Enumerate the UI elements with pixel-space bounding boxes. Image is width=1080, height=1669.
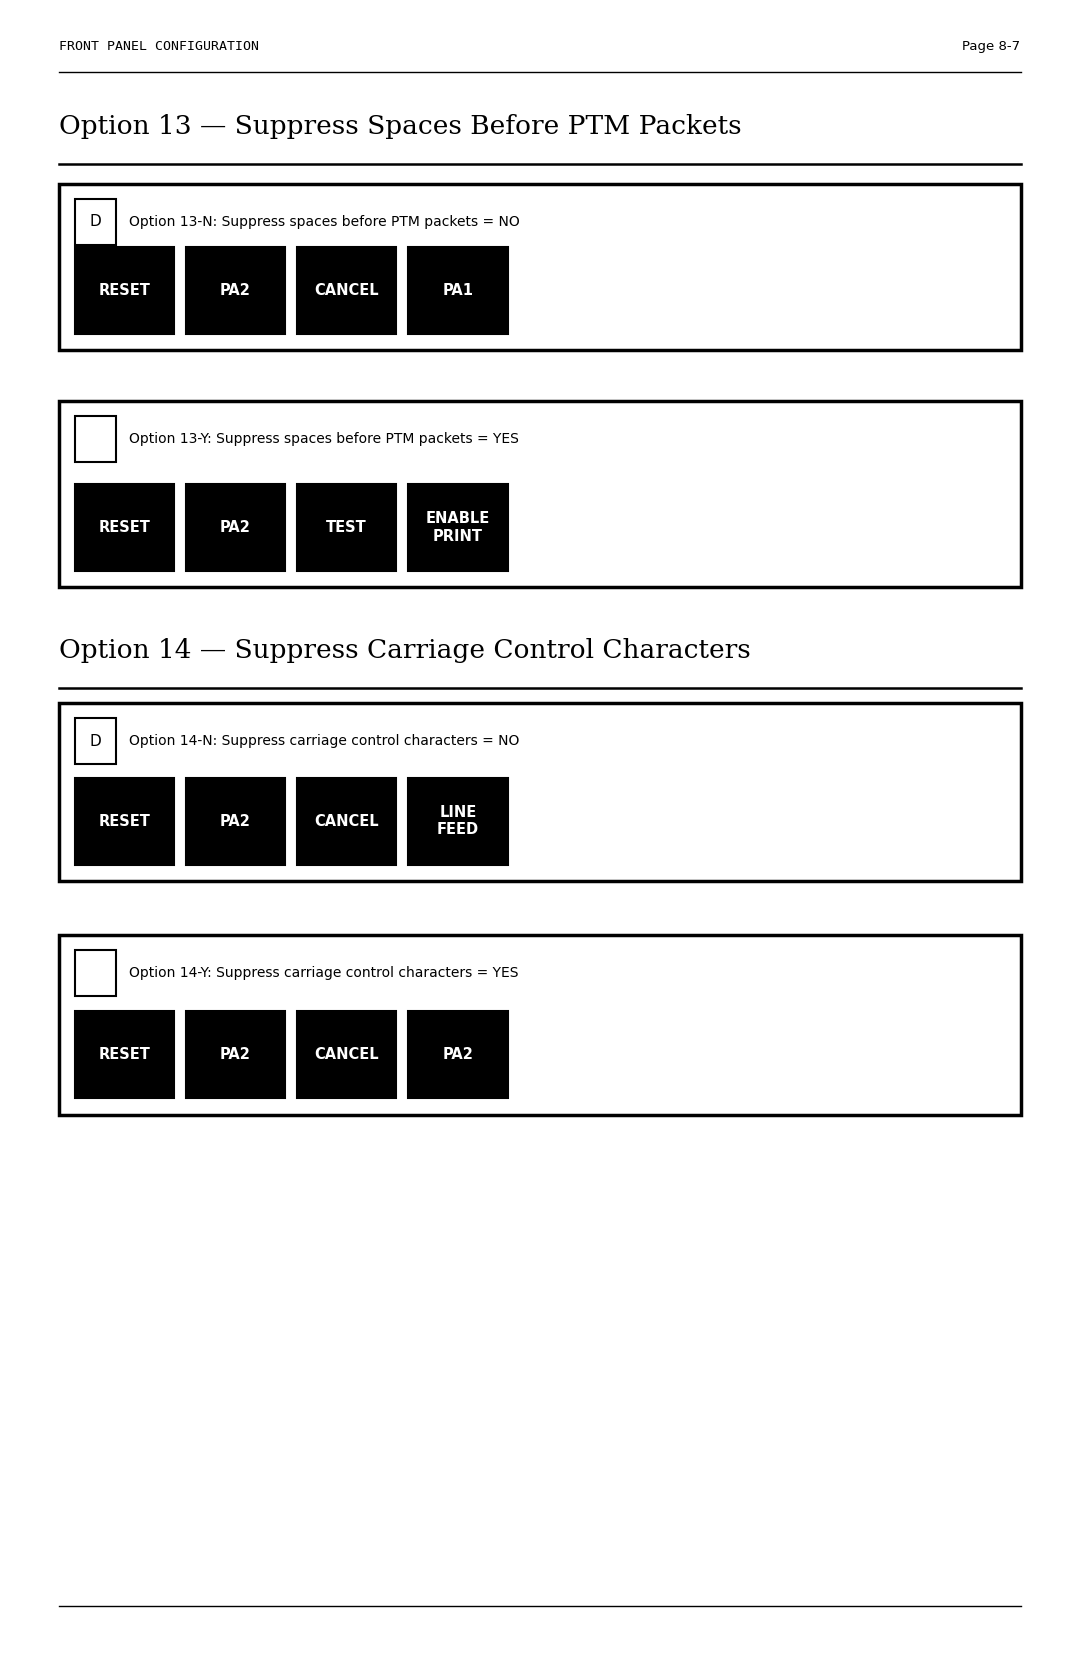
FancyBboxPatch shape — [75, 199, 116, 245]
FancyBboxPatch shape — [186, 484, 285, 571]
FancyBboxPatch shape — [297, 484, 396, 571]
Text: Option 14 — Suppress Carriage Control Characters: Option 14 — Suppress Carriage Control Ch… — [59, 639, 752, 663]
Text: PA2: PA2 — [220, 814, 251, 828]
Text: CANCEL: CANCEL — [314, 814, 379, 828]
FancyBboxPatch shape — [408, 247, 508, 334]
Text: Page 8-7: Page 8-7 — [962, 40, 1021, 53]
FancyBboxPatch shape — [186, 1011, 285, 1098]
Text: Option 13-N: Suppress spaces before PTM packets = NO: Option 13-N: Suppress spaces before PTM … — [129, 215, 519, 229]
FancyBboxPatch shape — [75, 950, 116, 996]
Text: D: D — [90, 215, 100, 229]
Text: FRONT PANEL CONFIGURATION: FRONT PANEL CONFIGURATION — [59, 40, 259, 53]
Text: PA2: PA2 — [220, 1048, 251, 1061]
Text: PA2: PA2 — [443, 1048, 473, 1061]
Text: Option 14-N: Suppress carriage control characters = NO: Option 14-N: Suppress carriage control c… — [129, 734, 518, 748]
Text: Option 14-Y: Suppress carriage control characters = YES: Option 14-Y: Suppress carriage control c… — [129, 966, 518, 980]
FancyBboxPatch shape — [59, 935, 1021, 1115]
FancyBboxPatch shape — [408, 1011, 508, 1098]
Text: RESET: RESET — [98, 284, 150, 297]
FancyBboxPatch shape — [59, 703, 1021, 881]
FancyBboxPatch shape — [297, 778, 396, 865]
Text: PA1: PA1 — [443, 284, 473, 297]
FancyBboxPatch shape — [408, 778, 508, 865]
FancyBboxPatch shape — [75, 247, 174, 334]
Text: LINE
FEED: LINE FEED — [436, 804, 480, 838]
FancyBboxPatch shape — [186, 247, 285, 334]
Text: TEST: TEST — [326, 521, 367, 534]
FancyBboxPatch shape — [59, 184, 1021, 350]
Text: CANCEL: CANCEL — [314, 1048, 379, 1061]
FancyBboxPatch shape — [59, 401, 1021, 587]
FancyBboxPatch shape — [75, 416, 116, 462]
FancyBboxPatch shape — [297, 1011, 396, 1098]
Text: RESET: RESET — [98, 1048, 150, 1061]
Text: D: D — [90, 734, 100, 748]
FancyBboxPatch shape — [297, 247, 396, 334]
FancyBboxPatch shape — [408, 484, 508, 571]
Text: RESET: RESET — [98, 814, 150, 828]
Text: Option 13-Y: Suppress spaces before PTM packets = YES: Option 13-Y: Suppress spaces before PTM … — [129, 432, 518, 446]
Text: RESET: RESET — [98, 521, 150, 534]
Text: PA2: PA2 — [220, 521, 251, 534]
Text: ENABLE
PRINT: ENABLE PRINT — [426, 511, 490, 544]
Text: Option 13 — Suppress Spaces Before PTM Packets: Option 13 — Suppress Spaces Before PTM P… — [59, 115, 742, 139]
Text: CANCEL: CANCEL — [314, 284, 379, 297]
FancyBboxPatch shape — [75, 778, 174, 865]
FancyBboxPatch shape — [75, 484, 174, 571]
FancyBboxPatch shape — [186, 778, 285, 865]
FancyBboxPatch shape — [75, 718, 116, 764]
Text: PA2: PA2 — [220, 284, 251, 297]
FancyBboxPatch shape — [75, 1011, 174, 1098]
